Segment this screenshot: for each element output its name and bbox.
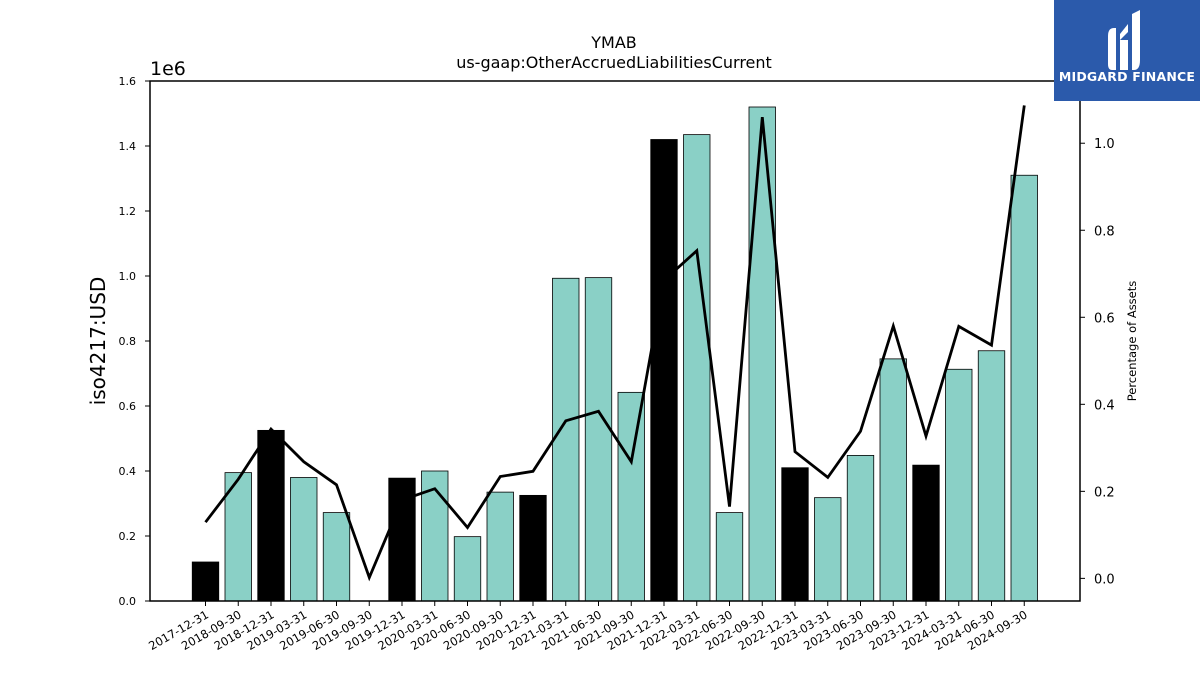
percentage-of-assets-series xyxy=(204,105,1026,582)
bar-2021-09-30 xyxy=(617,391,645,602)
midgard-finance-logo: MIDGARD FINANCE xyxy=(1054,0,1200,101)
bar-2024-03-31 xyxy=(945,368,973,602)
bar-2021-03-31 xyxy=(552,277,580,602)
bar-2021-06-30 xyxy=(584,277,613,602)
bar-2022-12-31 xyxy=(781,467,809,602)
bar-2021-12-31 xyxy=(650,139,678,602)
bar-2019-06-30 xyxy=(322,512,351,602)
y2-tick-label: 0.4 xyxy=(1094,398,1115,413)
y-tick-label: 1.0 xyxy=(119,270,137,283)
bar-2023-12-31 xyxy=(912,464,940,602)
y2-tick-label: 0.8 xyxy=(1094,224,1115,239)
bar-2018-12-31 xyxy=(257,429,285,602)
y-tick-label: 0.8 xyxy=(119,335,137,348)
y2-tick-label: 0.6 xyxy=(1094,311,1115,326)
chart-title: YMAB xyxy=(590,33,637,52)
y-tick-label: 0.4 xyxy=(119,465,137,478)
bar-2020-06-30 xyxy=(453,536,482,602)
y-axis-label: iso4217:USD xyxy=(86,277,110,406)
y-tick-label: 1.4 xyxy=(119,140,137,153)
bar-2024-06-30 xyxy=(977,350,1006,602)
bar-2024-09-30 xyxy=(1010,174,1038,602)
logo-text: MIDGARD FINANCE xyxy=(1058,69,1196,84)
bars xyxy=(191,106,1038,602)
midgard-logo-icon xyxy=(1108,10,1140,70)
y2-axis-label: Percentage of Assets xyxy=(1125,281,1139,402)
percentage-line xyxy=(204,105,1026,582)
bar-2022-06-30 xyxy=(715,512,744,602)
bar-2022-03-31 xyxy=(683,134,711,602)
bar-2020-09-30 xyxy=(486,491,514,602)
y2-tick-label: 0.2 xyxy=(1094,485,1115,500)
bar-2017-12-31 xyxy=(191,561,220,602)
y-tick-label: 0.0 xyxy=(119,595,137,608)
bar-2022-09-30 xyxy=(748,106,776,602)
y-offset-label: 1e6 xyxy=(150,58,186,80)
y-tick-label: 0.6 xyxy=(119,400,137,413)
bar-2020-12-31 xyxy=(519,494,547,602)
plot-frame xyxy=(149,80,1081,602)
y-tick-label: 0.2 xyxy=(119,530,137,543)
y-tick-label: 1.2 xyxy=(119,205,137,218)
bar-2018-09-30 xyxy=(224,472,252,602)
y-tick-label: 1.6 xyxy=(119,75,137,88)
bar-2023-06-30 xyxy=(846,454,875,602)
chart-subtitle: us-gaap:OtherAccruedLiabilitiesCurrent xyxy=(456,53,772,72)
bar-2023-03-31 xyxy=(814,497,842,602)
y2-tick-label: 1.0 xyxy=(1094,137,1115,152)
bar-2019-03-31 xyxy=(290,477,318,602)
y2-tick-label: 0.0 xyxy=(1094,572,1115,587)
bar-2023-09-30 xyxy=(879,358,907,602)
